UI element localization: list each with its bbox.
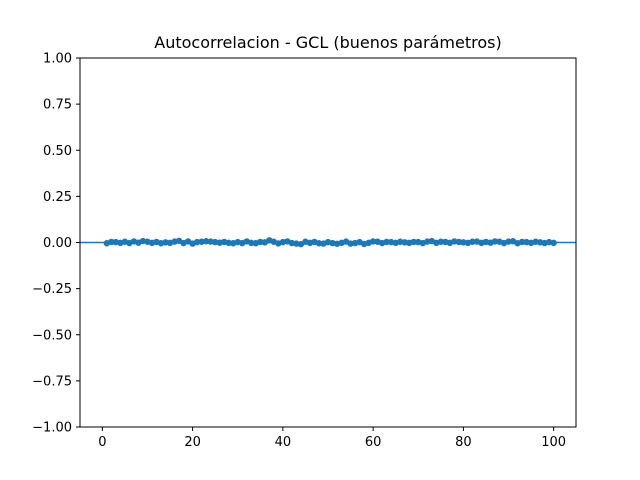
y-tick-label: −0.50 [32, 328, 72, 343]
data-point [469, 238, 476, 245]
y-tick-label: 0.25 [43, 190, 72, 205]
chart-title: Autocorrelacion - GCL (buenos parámetros… [154, 33, 501, 52]
data-point [410, 238, 417, 246]
x-tick-label: 80 [455, 435, 472, 450]
data-point [383, 238, 390, 246]
data-points [103, 237, 557, 248]
y-axis: 1.00 0.75 0.50 0.25 0.00 −0.25 −0.50 −0.75 −1.00 [32, 52, 80, 436]
y-tick-label: −0.25 [32, 282, 72, 297]
x-tick-label: 0 [98, 435, 106, 450]
data-point [518, 238, 526, 246]
y-tick-label: −0.75 [32, 374, 72, 389]
y-tick-label: 0.75 [43, 98, 72, 113]
x-tick-label: 60 [365, 435, 382, 450]
x-tick-label: 40 [275, 435, 292, 450]
data-point [550, 239, 557, 247]
data-point [108, 238, 115, 246]
y-tick-label: 0.00 [43, 236, 72, 251]
data-point [437, 238, 445, 245]
x-tick-label: 20 [184, 435, 201, 450]
x-tick-label: 100 [541, 435, 566, 450]
y-tick-label: 0.50 [43, 144, 72, 159]
y-tick-label: −1.00 [32, 421, 72, 436]
y-tick-label: 1.00 [43, 52, 72, 67]
x-axis: 0 20 40 60 80 100 [98, 427, 566, 450]
